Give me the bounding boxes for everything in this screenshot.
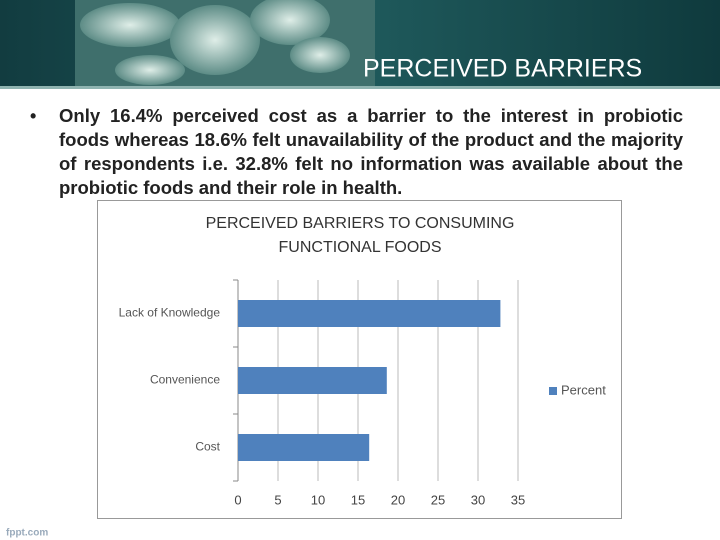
- x-tick-label: 20: [391, 492, 405, 507]
- chart-frame: [97, 200, 622, 519]
- legend-swatch: [549, 387, 557, 395]
- slide-title: PERCEIVED BARRIERS: [363, 55, 642, 83]
- bullet-marker: •: [30, 106, 37, 126]
- bar: [238, 367, 387, 394]
- x-tick-label: 30: [471, 492, 485, 507]
- y-tick-label: Convenience: [150, 373, 220, 387]
- x-tick-label: 10: [311, 492, 325, 507]
- y-tick-label: Lack of Knowledge: [119, 306, 221, 320]
- x-tick-label: 5: [274, 492, 281, 507]
- bar: [238, 434, 370, 461]
- plot: 0 5 10 15 20 25 30 35 Cost Convenience Lack of Kno…: [119, 279, 606, 507]
- chart-title: PERCEIVED BARRIERS TO CONSUMING FUNCTION…: [205, 215, 515, 256]
- bullet-text: Only 16.4% perceived cost as a barrier t…: [59, 105, 683, 198]
- x-tick-label: 0: [234, 492, 241, 507]
- header-rule: [0, 86, 720, 89]
- y-tick-label: Cost: [195, 440, 220, 454]
- header-image: [75, 0, 375, 88]
- x-tick-label: 25: [431, 492, 445, 507]
- bar: [238, 300, 501, 327]
- footer: fppt.com: [6, 528, 48, 539]
- x-tick-label: 35: [511, 492, 525, 507]
- x-tick-label: 15: [351, 492, 365, 507]
- legend-label: Percent: [561, 382, 606, 397]
